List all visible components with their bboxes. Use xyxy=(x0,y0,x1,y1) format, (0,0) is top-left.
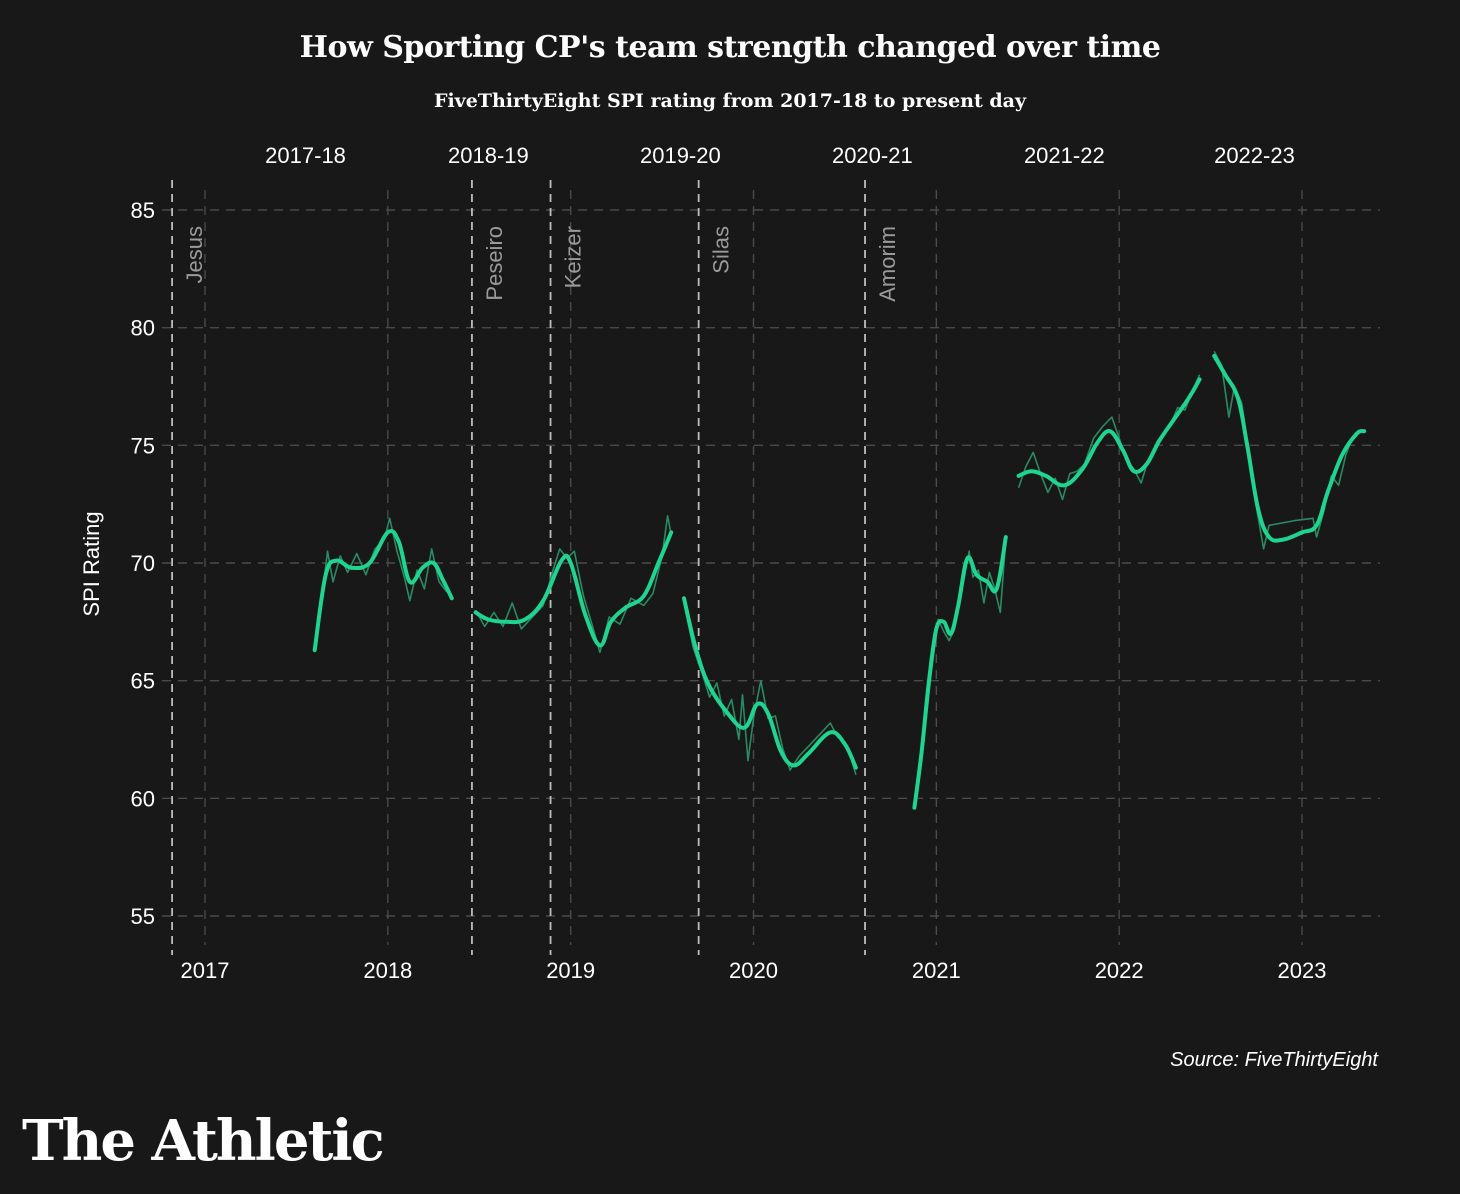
grid-lines xyxy=(162,190,1380,945)
raw-line-2020-21 xyxy=(913,539,1007,804)
y-axis-label: SPI Rating xyxy=(79,511,104,616)
x-tick-label: 2022 xyxy=(1095,958,1144,983)
manager-label: Amorim xyxy=(875,226,900,302)
smoothed-line-2019-20 xyxy=(682,596,858,770)
season-label: 2019-20 xyxy=(640,143,721,168)
source-note: Source: FiveThirtyEight xyxy=(1170,1049,1378,1071)
manager-label: Jesus xyxy=(182,226,207,283)
smoothed-line-2020-21 xyxy=(912,535,1008,810)
raw-line-2022-23 xyxy=(1213,350,1363,550)
x-tick-label: 2017 xyxy=(181,958,230,983)
smoothed-line-2017-18 xyxy=(312,529,454,653)
season-label: 2020-21 xyxy=(832,143,913,168)
raw-line-2019-20 xyxy=(683,602,857,776)
chart-title: How Sporting CP's team strength changed … xyxy=(299,30,1161,65)
chart-subtitle: FiveThirtyEight SPI rating from 2017-18 … xyxy=(433,90,1027,112)
y-tick-label: 70 xyxy=(131,551,155,576)
manager-markers: Jesus Peseiro Keizer Silas Amorim xyxy=(171,180,900,955)
smoothed-line-2018-19 xyxy=(473,530,674,648)
y-tick-label: 65 xyxy=(131,669,155,694)
x-tick-label: 2023 xyxy=(1278,958,1327,983)
manager-label: Keizer xyxy=(561,226,586,288)
the-athletic-logo: The Athletic xyxy=(22,1108,385,1174)
x-tick-label: 2021 xyxy=(912,958,961,983)
smoothed-line-2022-23 xyxy=(1212,353,1367,543)
y-tick-label: 60 xyxy=(131,786,155,811)
y-tick-label: 85 xyxy=(131,198,155,223)
y-tick-label: 80 xyxy=(131,316,155,341)
season-label: 2017-18 xyxy=(265,143,346,168)
smoothed-line-2021-22 xyxy=(1016,377,1202,488)
axis-labels: 55 60 65 70 75 80 85 2017 2018 2019 2020 2021 2022 20… xyxy=(79,143,1326,983)
data-series xyxy=(312,350,1367,810)
manager-label: Peseiro xyxy=(482,226,507,301)
season-label: 2021-22 xyxy=(1024,143,1105,168)
raw-line-2021-22 xyxy=(1017,374,1201,501)
spi-line-chart: Jesus Peseiro Keizer Silas Amorim 55 60 65 70 75… xyxy=(79,143,1380,983)
manager-label: Silas xyxy=(709,226,734,274)
season-label: 2018-19 xyxy=(448,143,529,168)
y-tick-label: 75 xyxy=(131,433,155,458)
x-tick-label: 2019 xyxy=(546,958,595,983)
x-tick-label: 2020 xyxy=(729,958,778,983)
raw-line-2017-18 xyxy=(313,517,453,646)
y-tick-label: 55 xyxy=(131,904,155,929)
raw-line-2018-19 xyxy=(474,515,672,654)
season-label: 2022-23 xyxy=(1214,143,1295,168)
x-tick-label: 2018 xyxy=(363,958,412,983)
